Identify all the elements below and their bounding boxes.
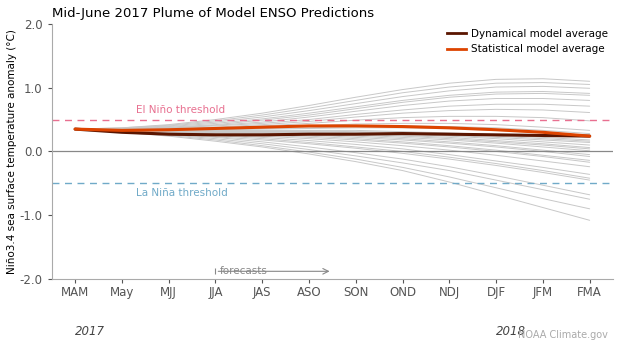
Text: 2018: 2018 — [496, 325, 526, 338]
Text: NOAA Climate.gov: NOAA Climate.gov — [518, 330, 608, 340]
Text: La Niña threshold: La Niña threshold — [136, 188, 228, 198]
Text: forecasts: forecasts — [220, 266, 268, 276]
Text: Mid-June 2017 Plume of Model ENSO Predictions: Mid-June 2017 Plume of Model ENSO Predic… — [51, 7, 374, 20]
Legend: Dynamical model average, Statistical model average: Dynamical model average, Statistical mod… — [447, 29, 608, 54]
Text: 2017: 2017 — [75, 325, 105, 338]
Y-axis label: Niño3.4 sea surface temperature anomaly (°C): Niño3.4 sea surface temperature anomaly … — [7, 29, 17, 274]
Text: El Niño threshold: El Niño threshold — [136, 105, 225, 115]
